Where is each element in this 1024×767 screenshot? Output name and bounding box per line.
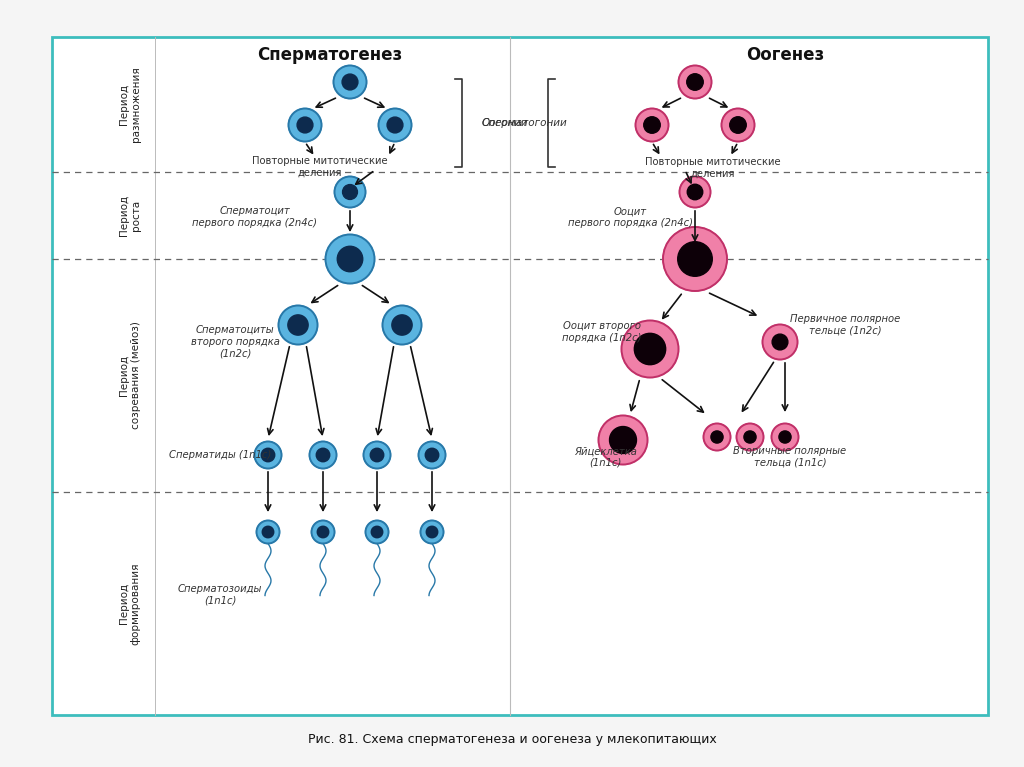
Text: Вторичные полярные
тельца (1n1c): Вторичные полярные тельца (1n1c) [733, 446, 847, 468]
Circle shape [679, 65, 712, 98]
Circle shape [343, 185, 357, 199]
Text: Сперматоциты
второго порядка
(1n2c): Сперматоциты второго порядка (1n2c) [190, 325, 280, 359]
Circle shape [364, 442, 390, 469]
Circle shape [392, 315, 412, 335]
Circle shape [342, 74, 358, 90]
Circle shape [634, 334, 666, 364]
Circle shape [703, 423, 730, 450]
Circle shape [722, 108, 755, 141]
Circle shape [279, 305, 317, 344]
Text: Повторные митотические
деления: Повторные митотические деления [645, 157, 781, 179]
Circle shape [316, 448, 330, 462]
Circle shape [288, 315, 308, 335]
Text: Период
размножения: Период размножения [119, 67, 141, 143]
Circle shape [644, 117, 660, 133]
Circle shape [311, 521, 335, 544]
Circle shape [256, 521, 280, 544]
Circle shape [772, 334, 787, 350]
Circle shape [687, 74, 703, 91]
Text: Повторные митотические
деления: Повторные митотические деления [252, 156, 388, 178]
Circle shape [387, 117, 402, 133]
Circle shape [372, 526, 383, 538]
Text: Оогенез: Оогенез [745, 46, 824, 64]
Circle shape [371, 448, 384, 462]
Circle shape [680, 176, 711, 208]
Circle shape [609, 426, 637, 453]
Circle shape [598, 416, 647, 465]
Text: Период
роста: Период роста [119, 195, 141, 236]
Circle shape [426, 526, 437, 538]
Text: Ооцит
первого порядка (2n4c): Ооцит первого порядка (2n4c) [567, 206, 692, 228]
Circle shape [678, 242, 713, 276]
Circle shape [711, 431, 723, 443]
Circle shape [771, 423, 799, 450]
Circle shape [326, 235, 375, 284]
Circle shape [383, 305, 422, 344]
Circle shape [663, 227, 727, 291]
Circle shape [297, 117, 313, 133]
Text: Оогонии: Оогонии [481, 118, 528, 128]
Circle shape [379, 108, 412, 141]
Text: Период
созревания (мейоз): Период созревания (мейоз) [119, 321, 141, 430]
Circle shape [261, 448, 274, 462]
Text: Сперматозоиды
(1n1c): Сперматозоиды (1n1c) [178, 584, 262, 606]
Text: Сперматогонии: Сперматогонии [482, 118, 567, 128]
Circle shape [687, 184, 702, 199]
Text: Яйцеклетка
(1n1c): Яйцеклетка (1n1c) [573, 446, 637, 468]
Text: Сперматоцит
первого порядка (2n4c): Сперматоцит первого порядка (2n4c) [193, 206, 317, 228]
Circle shape [425, 448, 438, 462]
Circle shape [419, 442, 445, 469]
Circle shape [289, 108, 322, 141]
Text: Сперматиды (1n1c): Сперматиды (1n1c) [169, 450, 271, 460]
Circle shape [262, 526, 273, 538]
Circle shape [636, 108, 669, 141]
Text: Рис. 81. Схема сперматогенеза и оогенеза у млекопитающих: Рис. 81. Схема сперматогенеза и оогенеза… [307, 732, 717, 746]
Circle shape [317, 526, 329, 538]
Circle shape [255, 442, 282, 469]
Circle shape [779, 431, 792, 443]
FancyBboxPatch shape [52, 37, 988, 715]
Circle shape [309, 442, 337, 469]
Circle shape [736, 423, 764, 450]
Circle shape [334, 65, 367, 98]
Circle shape [730, 117, 746, 133]
Text: Период
формирования: Период формирования [119, 562, 141, 645]
Text: Сперматогенез: Сперматогенез [257, 46, 402, 64]
Text: Ооцит второго
порядка (1n2c): Ооцит второго порядка (1n2c) [562, 321, 642, 343]
Circle shape [622, 321, 679, 377]
Circle shape [763, 324, 798, 360]
Circle shape [743, 431, 756, 443]
Circle shape [335, 176, 366, 208]
Text: Первичное полярное
тельце (1n2c): Первичное полярное тельце (1n2c) [790, 314, 900, 336]
Circle shape [337, 246, 362, 272]
Circle shape [366, 521, 388, 544]
Circle shape [421, 521, 443, 544]
